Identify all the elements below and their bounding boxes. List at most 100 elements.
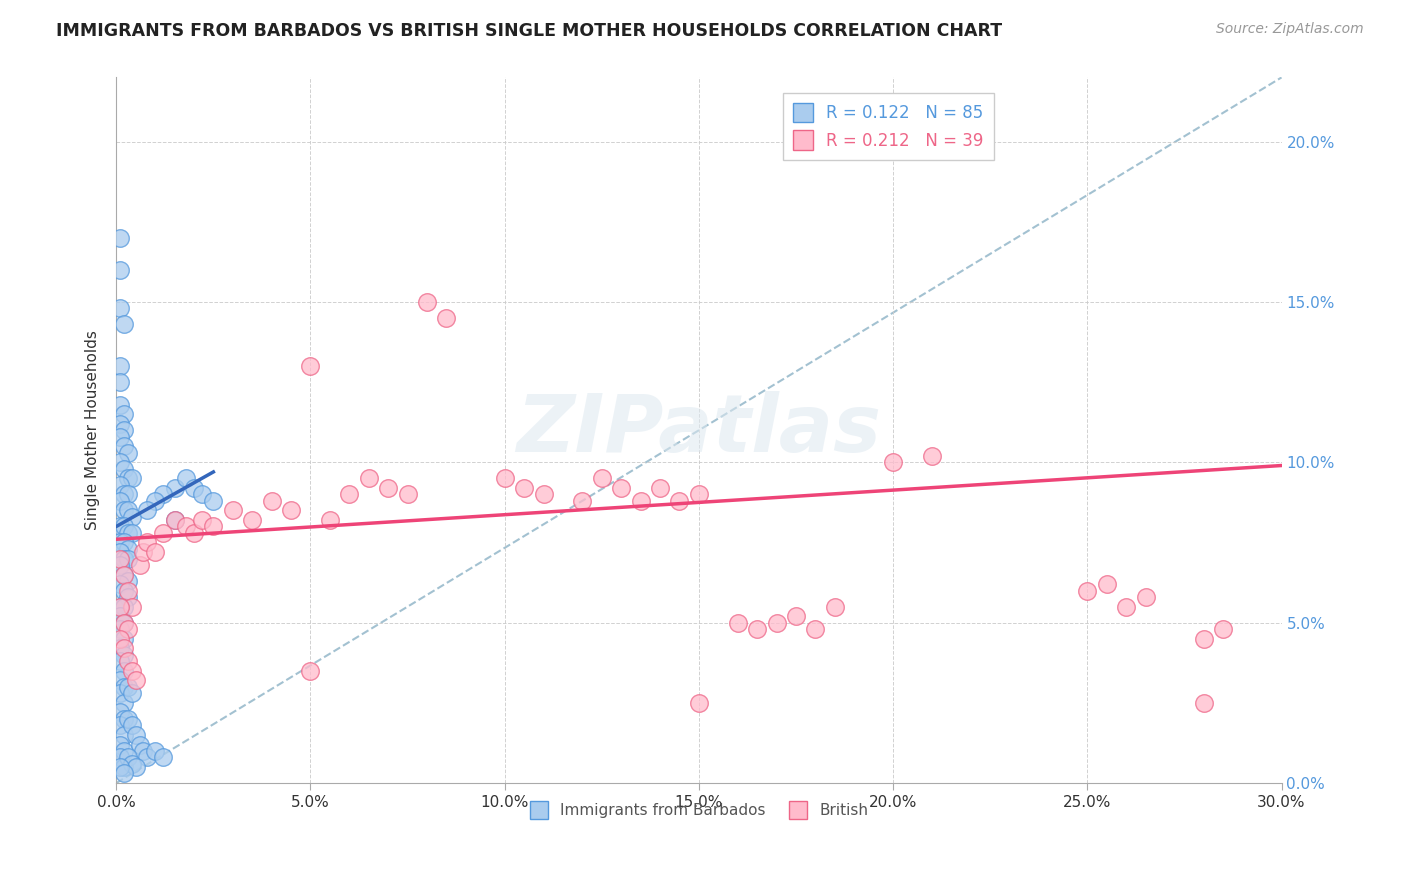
Point — [174, 471, 197, 485]
Point — [143, 493, 166, 508]
Point — [108, 738, 131, 752]
Point — [112, 461, 135, 475]
Point — [1192, 696, 1215, 710]
Text: IMMIGRANTS FROM BARBADOS VS BRITISH SINGLE MOTHER HOUSEHOLDS CORRELATION CHART: IMMIGRANTS FROM BARBADOS VS BRITISH SING… — [56, 22, 1002, 40]
Point — [108, 477, 131, 491]
Point — [108, 551, 131, 566]
Point — [117, 525, 139, 540]
Point — [1076, 583, 1098, 598]
Point — [533, 487, 555, 501]
Point — [112, 712, 135, 726]
Point — [112, 615, 135, 630]
Point — [117, 574, 139, 588]
Point — [1192, 632, 1215, 646]
Point — [630, 493, 652, 508]
Point — [222, 503, 245, 517]
Point — [299, 359, 322, 373]
Point — [121, 756, 143, 771]
Point — [183, 481, 205, 495]
Point — [117, 750, 139, 764]
Point — [136, 535, 159, 549]
Point — [117, 583, 139, 598]
Point — [668, 493, 690, 508]
Point — [121, 509, 143, 524]
Point — [727, 615, 749, 630]
Point — [117, 551, 139, 566]
Point — [121, 525, 143, 540]
Point — [610, 481, 633, 495]
Point — [132, 744, 155, 758]
Point — [112, 766, 135, 780]
Point — [108, 558, 131, 572]
Point — [108, 301, 131, 316]
Point — [108, 706, 131, 720]
Point — [804, 622, 827, 636]
Point — [108, 430, 131, 444]
Point — [112, 583, 135, 598]
Point — [121, 686, 143, 700]
Point — [117, 487, 139, 501]
Point — [108, 599, 131, 614]
Point — [112, 664, 135, 678]
Point — [108, 750, 131, 764]
Point — [112, 551, 135, 566]
Point — [108, 359, 131, 373]
Point — [117, 654, 139, 668]
Point — [117, 541, 139, 556]
Point — [688, 696, 710, 710]
Point — [1095, 577, 1118, 591]
Point — [132, 545, 155, 559]
Point — [108, 545, 131, 559]
Point — [202, 493, 225, 508]
Y-axis label: Single Mother Households: Single Mother Households — [86, 330, 100, 530]
Point — [152, 487, 174, 501]
Point — [648, 481, 671, 495]
Point — [143, 744, 166, 758]
Legend: Immigrants from Barbados, British: Immigrants from Barbados, British — [523, 795, 875, 825]
Point — [190, 487, 212, 501]
Point — [299, 664, 322, 678]
Point — [108, 760, 131, 774]
Point — [108, 493, 131, 508]
Text: ZIPatlas: ZIPatlas — [516, 392, 882, 469]
Point — [112, 680, 135, 694]
Point — [1212, 622, 1234, 636]
Point — [152, 525, 174, 540]
Point — [117, 471, 139, 485]
Point — [112, 615, 135, 630]
Point — [513, 481, 536, 495]
Point — [152, 750, 174, 764]
Point — [260, 493, 283, 508]
Point — [125, 760, 148, 774]
Point — [163, 481, 186, 495]
Point — [183, 525, 205, 540]
Point — [108, 622, 131, 636]
Point — [436, 310, 458, 325]
Point — [108, 519, 131, 533]
Point — [121, 718, 143, 732]
Point — [108, 577, 131, 591]
Point — [117, 446, 139, 460]
Point — [174, 519, 197, 533]
Point — [125, 728, 148, 742]
Point — [824, 599, 846, 614]
Point — [112, 632, 135, 646]
Point — [202, 519, 225, 533]
Point — [128, 738, 150, 752]
Point — [112, 744, 135, 758]
Point — [240, 513, 263, 527]
Point — [112, 535, 135, 549]
Point — [765, 615, 787, 630]
Point — [882, 455, 904, 469]
Point — [112, 567, 135, 582]
Point — [117, 622, 139, 636]
Point — [108, 654, 131, 668]
Point — [112, 696, 135, 710]
Point — [163, 513, 186, 527]
Point — [112, 503, 135, 517]
Point — [121, 599, 143, 614]
Point — [108, 718, 131, 732]
Point — [747, 622, 769, 636]
Point — [591, 471, 613, 485]
Point — [112, 439, 135, 453]
